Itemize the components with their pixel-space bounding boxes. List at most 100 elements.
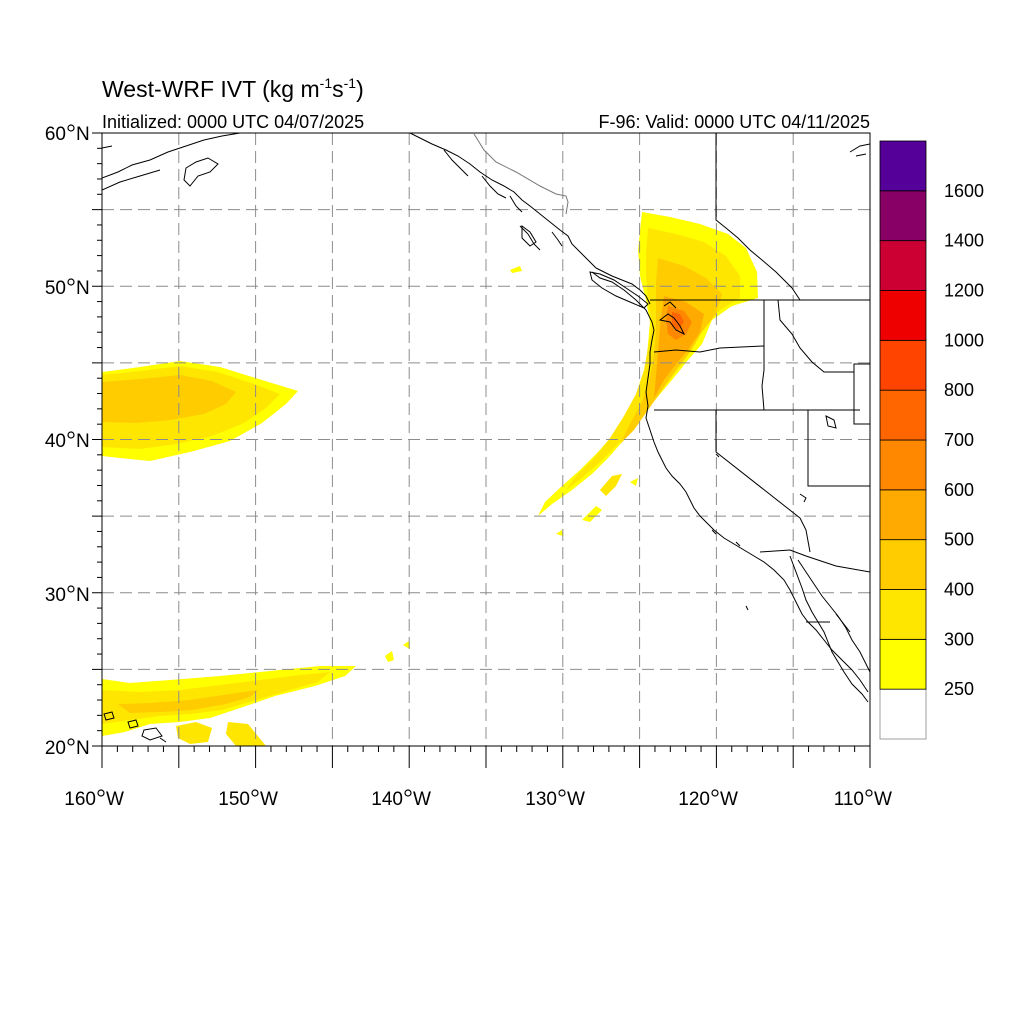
degree-mark-icon [558,789,566,797]
lon-degree-marks [97,789,873,797]
lon-label-130: 130 [525,789,557,810]
colorbar-label: 250 [944,679,974,699]
ivt-region-nw-ar-700 [672,312,684,330]
colorbar-swatch [879,339,927,391]
ivt-blob-g [556,530,563,536]
degree-mark-icon [865,789,873,797]
colorbar-swatch [879,190,927,242]
lat-degree-marks [67,124,75,746]
colorbar-label: 1400 [944,231,984,251]
coastline-se-alaska [409,133,597,269]
lon-hem-160: W [106,789,124,810]
coastline-vancouver-island [589,271,649,309]
colorbar-swatch [879,389,927,441]
lon-labels: 160 150 140 130 120 110 W W W W W W [64,789,892,810]
degree-mark-icon [67,431,75,439]
lat-hem-60: N [76,124,90,145]
colorbar-label: 700 [944,430,974,450]
colorbar-swatch [879,539,927,590]
border-or-ca-nv [654,346,860,411]
title-main: West-WRF IVT (kg m [102,76,320,102]
degree-mark-icon [67,738,75,746]
degree-mark-icon [67,124,75,132]
lon-label-160: 160 [64,789,96,810]
border-ca-az [799,517,811,553]
coastline-alaska-north [102,133,241,191]
political-borders [650,133,870,633]
border-nv-ut-az [807,364,870,487]
lat-label-50: 50 [45,278,66,299]
ivt-region-subtropical-patch-a [176,722,212,744]
colorbar-label: 300 [944,629,974,649]
border-ca-nv [715,410,801,519]
ivt-blob-c [630,478,638,486]
lat-hem-20: N [76,738,90,759]
degree-mark-icon [67,278,75,286]
ivt-blob-e [385,651,394,662]
coastline-us-west [645,329,869,693]
lat-label-60: 60 [45,124,66,145]
lat-label-40: 40 [45,431,66,452]
lat-hem-30: N [76,585,90,606]
colorbar-label: 400 [944,580,974,600]
degree-mark-icon [711,789,719,797]
degree-mark-icon [97,789,105,797]
coastline-nw-corner [849,143,870,157]
coastline-hawaii [103,711,167,743]
coastline-bc-alaska-border [473,133,569,215]
colorbar-label: 1000 [944,330,984,350]
title-s-unit: s [332,76,344,102]
lat-label-30: 30 [45,585,66,606]
border-us-mexico [759,549,870,573]
lon-hem-130: W [567,789,585,810]
colorbar-swatch [879,290,927,341]
coastline-puget [658,301,686,336]
lon-hem-110: W [874,789,892,810]
title-m-exponent: -1 [320,75,333,91]
colorbar: 250 300 400 500 600 700 800 1000 1200 1400 1600 [879,140,984,740]
lon-hem-120: W [720,789,738,810]
lat-hem-40: N [76,431,90,452]
border-bc-ab [715,133,801,301]
init-time-label: Initialized: 0000 UTC 04/07/2025 [102,112,364,132]
border-id-mt [763,299,870,373]
axis-ticks [92,132,871,768]
colorbar-label: 1600 [944,181,984,201]
title-s-exponent: -1 [344,75,357,91]
degree-mark-icon [251,789,259,797]
coastline-kodiak [183,157,219,187]
ivt-shading [102,212,758,746]
colorbar-swatch [879,439,927,491]
lon-label-140: 140 [371,789,403,810]
degree-mark-icon [404,789,412,797]
ivt-blob-a [600,474,622,496]
ivt-blob-d [510,266,522,273]
figure-title: West-WRF IVT (kg m-1s-1) [102,75,364,102]
coastlines [102,133,870,743]
ivt-region-central-pacific-400 [102,375,236,423]
colorbar-label: 800 [944,380,974,400]
colorbar-label: 600 [944,480,974,500]
coastline-baja [789,555,869,703]
colorbar-swatch [879,140,927,192]
colorbar-label: 500 [944,530,974,550]
ivt-region-subtropical-400 [118,690,258,713]
coastline-haida-gwaii [521,225,537,247]
lon-label-120: 120 [678,789,710,810]
colorbar-swatch [879,240,927,291]
lon-label-110: 110 [834,789,864,810]
coastline-small-islands [711,415,837,611]
colorbar-swatch [879,638,927,690]
degree-mark-icon [67,585,75,593]
ivt-region-nw-ar-300 [566,228,740,490]
lat-label-20: 20 [45,738,66,759]
title-close: ) [356,76,364,102]
colorbar-swatch [879,589,927,640]
ivt-region-subtropical-patch-b [226,722,266,746]
colorbar-swatch [879,688,927,740]
map-plot-area [102,133,870,746]
coastline-bc [591,267,655,331]
lon-hem-140: W [413,789,431,810]
colorbar-label: 1200 [944,281,984,301]
